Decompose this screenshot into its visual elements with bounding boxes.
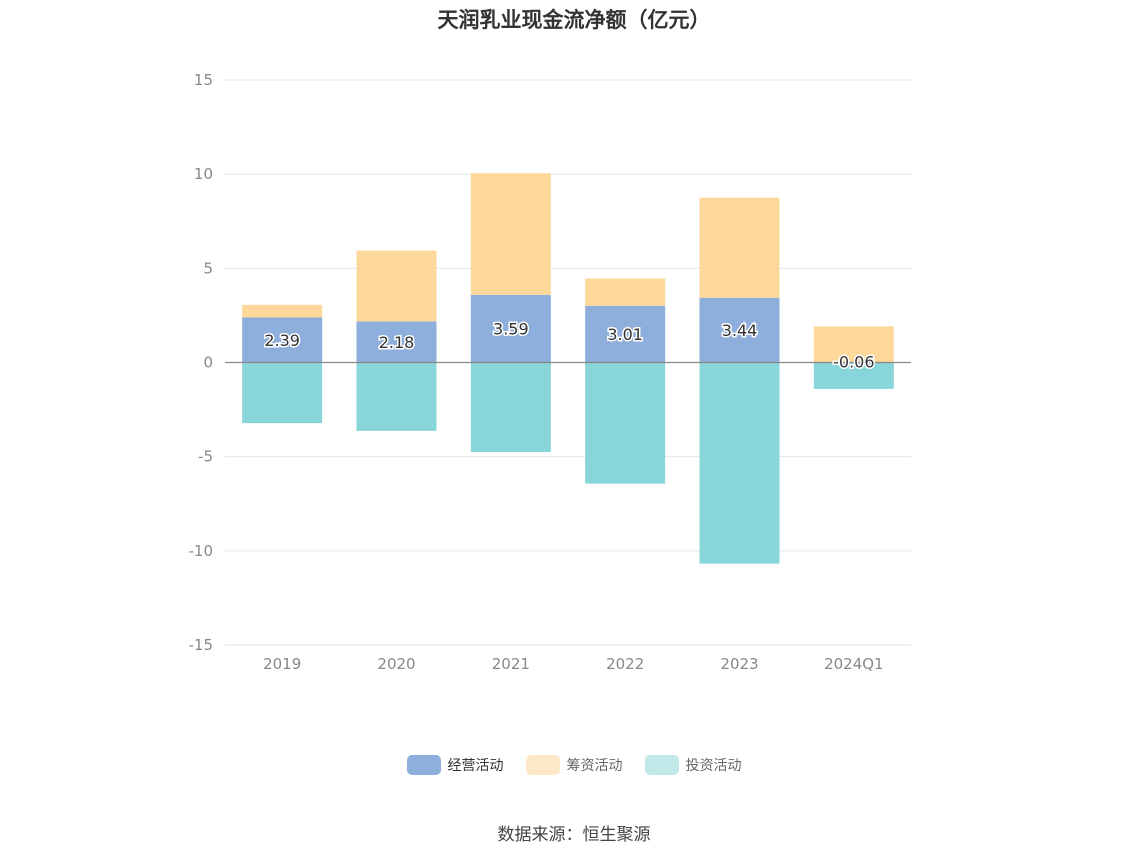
y-tick-label: 15	[194, 71, 213, 89]
bar-经营活动-2020	[356, 321, 437, 363]
data-label: 3.59	[493, 320, 529, 339]
x-tick-label: 2024Q1	[824, 655, 884, 673]
chart-plot: 15 10 5 0 -5 -10 -15 2019 2020 2021 2022 2023 2024Q1…	[189, 71, 911, 673]
data-label: -0.06	[833, 353, 874, 372]
y-tick-label: -10	[189, 542, 214, 560]
x-tick-label: 2023	[720, 655, 758, 673]
legend-label-investing: 投资活动	[685, 758, 742, 774]
bar-经营活动-2021	[470, 294, 551, 363]
bar-投资活动-2023	[699, 362, 780, 564]
bar-投资活动-2021	[470, 362, 551, 452]
bar-筹资活动-2024Q1	[813, 326, 894, 363]
bar-筹资活动-2023	[699, 197, 780, 298]
bar-投资活动-2020	[356, 362, 437, 431]
data-label: 3.44	[722, 321, 758, 340]
chart-title: 天润乳业现金流净额（亿元）	[437, 8, 711, 32]
bar-投资活动-2022	[585, 362, 666, 484]
y-tick-label: 10	[194, 165, 213, 183]
axis-layer: 15 10 5 0 -5 -10 -15 2019 2020 2021 2022 2023 2024Q1	[189, 71, 911, 673]
bar-投资活动-2019	[242, 362, 323, 424]
legend-item-operating[interactable]: 经营活动	[406, 755, 504, 775]
bar-layer	[242, 173, 894, 564]
legend: 经营活动 筹资活动 投资活动	[0, 755, 1148, 775]
y-tick-label: -15	[189, 636, 214, 654]
x-tick-label: 2020	[377, 655, 415, 673]
data-source-note: 数据来源：恒生聚源	[497, 825, 651, 845]
y-tick-label: 5	[203, 259, 213, 277]
bar-经营活动-2022	[585, 305, 666, 363]
bar-投资活动-2024Q1	[813, 363, 894, 389]
bar-筹资活动-2021	[470, 173, 551, 295]
legend-label-operating: 经营活动	[447, 758, 504, 774]
bar-经营活动-2023	[699, 297, 780, 363]
data-label: 2.18	[379, 333, 415, 352]
data-label: 3.01	[607, 325, 643, 344]
bar-筹资活动-2019	[242, 304, 323, 318]
legend-swatch-financing	[525, 755, 560, 775]
x-tick-label: 2022	[606, 655, 644, 673]
y-tick-label: 0	[203, 354, 213, 372]
bar-经营活动-2019	[242, 317, 323, 363]
legend-swatch-operating	[406, 755, 441, 775]
label-layer: 2.39 2.18 3.59 3.01 3.44 -0.06	[263, 318, 876, 373]
grid-layer	[225, 79, 911, 646]
x-tick-label: 2019	[263, 655, 301, 673]
data-label: 2.39	[264, 331, 300, 350]
legend-item-financing[interactable]: 筹资活动	[525, 755, 623, 775]
legend-swatch-investing	[644, 755, 679, 775]
legend-label-financing: 筹资活动	[566, 758, 623, 774]
bar-筹资活动-2022	[585, 278, 666, 306]
bar-筹资活动-2020	[356, 250, 437, 322]
x-tick-label: 2021	[492, 655, 530, 673]
legend-item-investing[interactable]: 投资活动	[644, 755, 742, 775]
y-tick-label: -5	[198, 448, 213, 466]
